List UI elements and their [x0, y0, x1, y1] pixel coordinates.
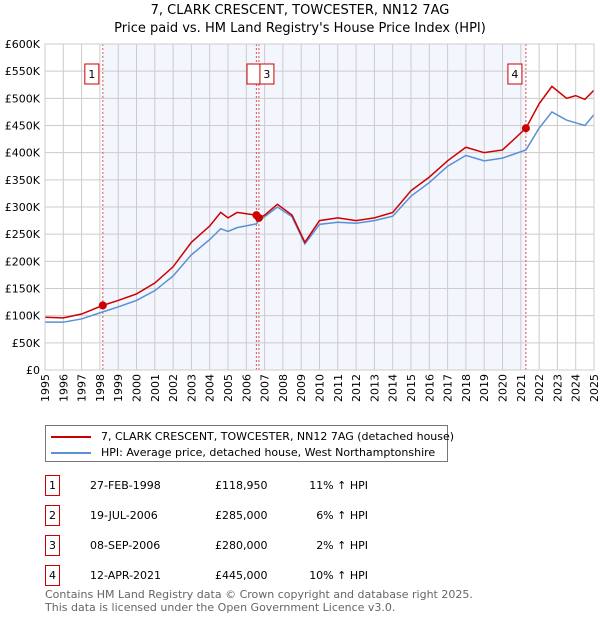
- x-tick-label: 2020: [497, 374, 510, 402]
- x-tick-label: 2004: [204, 374, 217, 402]
- legend-label: 7, CLARK CRESCENT, TOWCESTER, NN12 7AG (…: [101, 430, 455, 443]
- x-tick-label: 2012: [350, 374, 363, 402]
- sale-hpi-diff: 10% ↑ HPI: [309, 569, 368, 582]
- sale-price: £445,000: [215, 569, 268, 582]
- footer-copyright: Contains HM Land Registry data © Crown c…: [45, 588, 473, 601]
- y-tick-label: £150K: [5, 283, 41, 296]
- sale-box-label: 1: [88, 68, 95, 81]
- y-tick-label: £0: [26, 364, 40, 377]
- sale-row: 1 27-FEB-1998 £118,950 11% ↑ HPI: [45, 475, 445, 496]
- legend-item-property: 7, CLARK CRESCENT, TOWCESTER, NN12 7AG (…: [51, 430, 454, 443]
- sale-price: £280,000: [215, 539, 268, 552]
- sale-date: 27-FEB-1998: [90, 479, 161, 492]
- series-line: [45, 110, 595, 323]
- sale-box-label: 4: [511, 68, 518, 81]
- sale-number-badge: 3: [45, 535, 60, 556]
- sale-price: £118,950: [215, 479, 268, 492]
- y-tick-label: £200K: [5, 255, 41, 268]
- sale-row: 3 08-SEP-2006 £280,000 2% ↑ HPI: [45, 535, 445, 556]
- footer-licence: This data is licensed under the Open Gov…: [45, 601, 396, 614]
- x-tick-label: 2022: [533, 374, 546, 402]
- y-tick-label: £450K: [5, 120, 41, 133]
- sale-hpi-diff: 6% ↑ HPI: [316, 509, 368, 522]
- sale-hpi-diff: 2% ↑ HPI: [316, 539, 368, 552]
- x-tick-label: 2019: [478, 374, 491, 402]
- sale-box: [84, 63, 100, 85]
- x-tick-label: 2003: [185, 374, 198, 402]
- y-tick-label: £500K: [5, 92, 41, 105]
- x-tick-label: 2017: [442, 374, 455, 402]
- y-tick-label: £600K: [5, 38, 41, 51]
- x-tick-label: 2001: [149, 374, 162, 402]
- x-tick-label: 1995: [39, 374, 52, 402]
- sale-row: 4 12-APR-2021 £445,000 10% ↑ HPI: [45, 565, 445, 586]
- sale-date: 08-SEP-2006: [90, 539, 161, 552]
- y-tick-label: £550K: [5, 65, 41, 78]
- sale-number-badge: 1: [45, 475, 60, 496]
- x-tick-label: 2016: [423, 374, 436, 402]
- legend: 7, CLARK CRESCENT, TOWCESTER, NN12 7AG (…: [45, 425, 454, 462]
- sale-box: [507, 63, 523, 85]
- x-tick-label: 2025: [588, 374, 600, 402]
- x-tick-label: 2014: [387, 374, 400, 402]
- sale-date: 19-JUL-2006: [90, 509, 158, 522]
- chart-title: 7, CLARK CRESCENT, TOWCESTER, NN12 7AG P…: [0, 2, 600, 38]
- legend-swatch-red: [51, 435, 91, 438]
- sale-date: 12-APR-2021: [90, 569, 162, 582]
- legend-swatch-blue: [51, 451, 91, 454]
- sale-row: 2 19-JUL-2006 £285,000 6% ↑ HPI: [45, 505, 445, 526]
- x-tick-label: 2023: [551, 374, 564, 402]
- sale-point: [521, 124, 530, 133]
- x-tick-label: 2010: [314, 374, 327, 402]
- x-tick-label: 2005: [222, 374, 235, 402]
- sale-hpi-diff: 11% ↑ HPI: [309, 479, 368, 492]
- x-tick-label: 2007: [259, 374, 272, 402]
- legend-item-hpi: HPI: Average price, detached house, West…: [51, 446, 435, 459]
- x-tick-label: 2011: [332, 374, 345, 402]
- x-tick-label: 2006: [240, 374, 253, 402]
- y-tick-label: £100K: [5, 310, 41, 323]
- x-tick-label: 2021: [515, 374, 528, 402]
- sale-point: [98, 301, 107, 310]
- y-tick-label: £400K: [5, 147, 41, 160]
- y-tick-label: £300K: [5, 201, 41, 214]
- x-tick-label: 1999: [112, 374, 125, 402]
- sale-number-badge: 4: [45, 565, 60, 586]
- x-tick-label: 2008: [277, 374, 290, 402]
- plot-frame: [44, 43, 595, 371]
- sale-price: £285,000: [215, 509, 268, 522]
- x-tick-label: 1998: [94, 374, 107, 402]
- sale-box: [259, 63, 275, 85]
- y-tick-label: £250K: [5, 228, 41, 241]
- x-tick-label: 2018: [460, 374, 473, 402]
- sale-point: [254, 213, 263, 222]
- x-tick-label: 2002: [167, 374, 180, 402]
- sale-number-badge: 2: [45, 505, 60, 526]
- y-tick-label: £350K: [5, 174, 41, 187]
- sale-box-2: [246, 63, 262, 85]
- title-line-2: Price paid vs. HM Land Registry's House …: [114, 21, 486, 36]
- legend-label: HPI: Average price, detached house, West…: [101, 446, 436, 459]
- x-tick-label: 1997: [76, 374, 89, 402]
- title-line-1: 7, CLARK CRESCENT, TOWCESTER, NN12 7AG: [150, 3, 450, 18]
- x-tick-label: 2000: [131, 374, 144, 402]
- x-tick-label: 2024: [570, 374, 583, 402]
- x-tick-label: 1996: [57, 374, 70, 402]
- sale-box-label: 3: [263, 68, 270, 81]
- x-tick-label: 2013: [368, 374, 381, 402]
- price-chart: 1995 1996 1997 1998 1999 2000 2001 2002 2003 2004…: [5, 38, 600, 402]
- footer: Contains HM Land Registry data © Crown c…: [45, 588, 473, 614]
- x-tick-label: 2015: [405, 374, 418, 402]
- y-tick-label: £50K: [12, 337, 41, 350]
- x-tick-label: 2009: [295, 374, 308, 402]
